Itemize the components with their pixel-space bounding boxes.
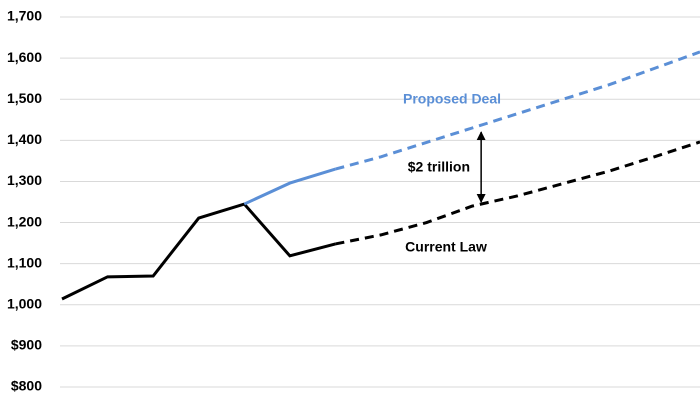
y-tick-label: 1,300 — [7, 172, 42, 188]
y-tick-label: 1,500 — [7, 90, 42, 106]
y-tick-label: 1,000 — [7, 295, 42, 311]
history-line — [61, 202, 336, 301]
annotation: $2 trillion — [408, 159, 470, 175]
projection-line — [335, 50, 700, 171]
y-tick-label: 1,600 — [7, 49, 42, 65]
y-tick-label: 1,200 — [7, 213, 42, 229]
history-line — [243, 167, 336, 206]
series-label: Proposed Deal — [403, 91, 501, 107]
y-tick-label: 1,400 — [7, 131, 42, 147]
y-tick-label: 1,700 — [7, 8, 42, 24]
projection-line — [335, 140, 700, 246]
y-tick-label: 1,100 — [7, 254, 42, 270]
y-tick-label: $900 — [11, 337, 42, 353]
y-tick-label: $800 — [11, 378, 42, 394]
series-label: Current Law — [405, 239, 487, 255]
